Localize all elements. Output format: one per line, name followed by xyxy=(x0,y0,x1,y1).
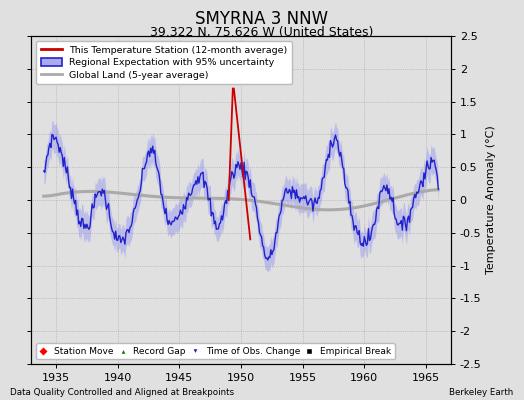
Y-axis label: Temperature Anomaly (°C): Temperature Anomaly (°C) xyxy=(486,126,496,274)
Legend: Station Move, Record Gap, Time of Obs. Change, Empirical Break: Station Move, Record Gap, Time of Obs. C… xyxy=(36,343,395,360)
Text: SMYRNA 3 NNW: SMYRNA 3 NNW xyxy=(195,10,329,28)
Text: Berkeley Earth: Berkeley Earth xyxy=(449,388,514,397)
Text: Data Quality Controlled and Aligned at Breakpoints: Data Quality Controlled and Aligned at B… xyxy=(10,388,235,397)
Text: 39.322 N, 75.626 W (United States): 39.322 N, 75.626 W (United States) xyxy=(150,26,374,39)
